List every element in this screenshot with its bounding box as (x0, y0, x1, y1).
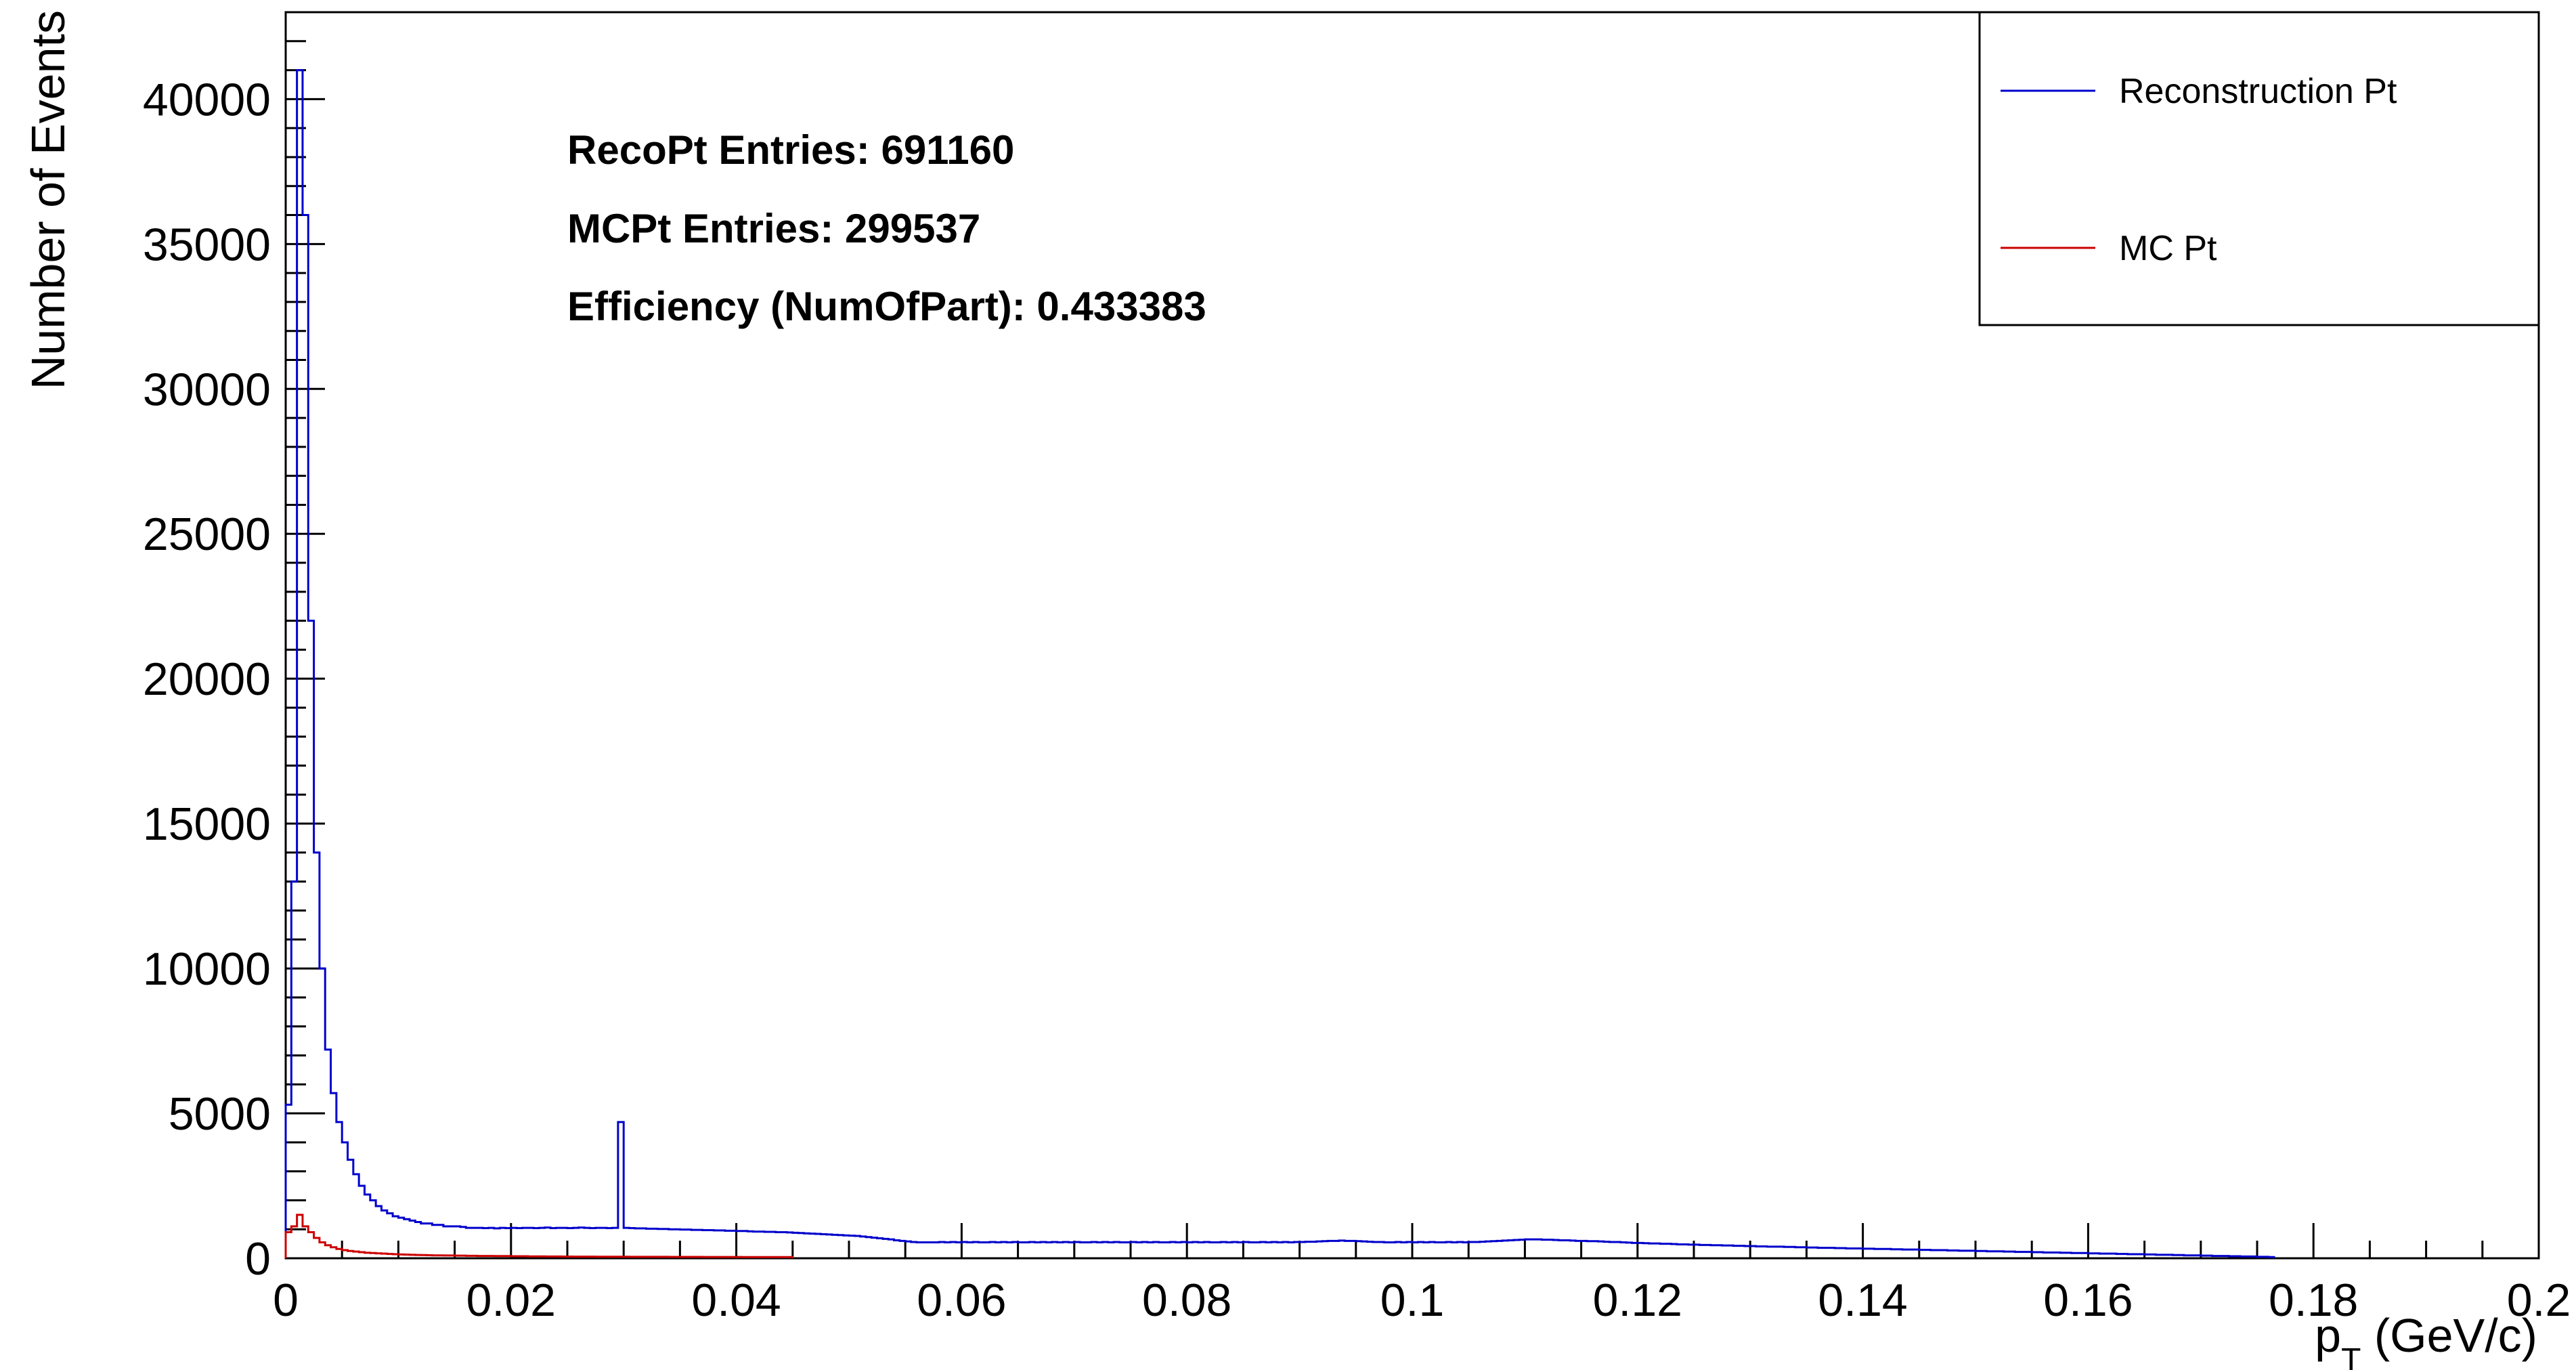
x-tick-label: 0.02 (466, 1275, 556, 1326)
x-tick-label: 0.08 (1142, 1275, 1231, 1326)
x-tick-label: 0.2 (2507, 1275, 2571, 1326)
legend: Reconstruction Pt MC Pt (1978, 11, 2540, 326)
y-tick-label: 10000 (143, 943, 271, 995)
legend-box (1978, 11, 2540, 326)
legend-label-reconstruction-pt: Reconstruction Pt (2119, 72, 2397, 111)
x-axis-title-unit: (GeV/c) (2361, 1309, 2537, 1362)
x-tick-label: 0.06 (917, 1275, 1006, 1326)
y-tick-label: 40000 (143, 74, 271, 125)
x-tick-label: 0.16 (2043, 1275, 2133, 1326)
x-axis-title-subscript: T (2341, 1342, 2361, 1370)
x-tick-label: 0.04 (691, 1275, 781, 1326)
x-tick-label: 0 (273, 1275, 299, 1326)
x-tick-label: 0.14 (1818, 1275, 1907, 1326)
y-tick-label: 35000 (143, 219, 271, 270)
y-tick-label: 15000 (143, 798, 271, 850)
x-axis-tick-labels: 0 0.02 0.04 0.06 0.08 0.1 0.12 0.14 0.16 0.18 0.2 (273, 1275, 2571, 1326)
y-tick-label: 0 (245, 1233, 271, 1285)
stats-mc-entries: MCPt Entries: 299537 (567, 206, 980, 251)
histogram-series-reconstruction-pt (284, 69, 2275, 1258)
y-tick-label: 5000 (169, 1088, 271, 1140)
x-axis-title: pT (GeV/c) (2315, 1309, 2537, 1370)
y-tick-label: 20000 (143, 654, 271, 705)
legend-label-mc-pt: MC Pt (2119, 229, 2217, 268)
series-layer (284, 69, 2275, 1258)
x-tick-label: 0.18 (2269, 1275, 2358, 1326)
stats-reco-entries: RecoPt Entries: 691160 (567, 127, 1014, 173)
stats-efficiency: Efficiency (NumOfPart): 0.433383 (567, 284, 1206, 329)
x-axis-title-symbol: p (2315, 1309, 2341, 1362)
x-tick-label: 0.12 (1593, 1275, 1682, 1326)
y-tick-label: 25000 (143, 509, 271, 560)
y-tick-label: 30000 (143, 364, 271, 415)
x-tick-label: 0.1 (1380, 1275, 1445, 1326)
histogram-series-mc-pt (284, 1214, 794, 1258)
y-axis-tick-labels: 0 5000 10000 15000 20000 25000 30000 35000 40000 (143, 74, 271, 1285)
y-axis-title: Number of Events (22, 10, 74, 389)
